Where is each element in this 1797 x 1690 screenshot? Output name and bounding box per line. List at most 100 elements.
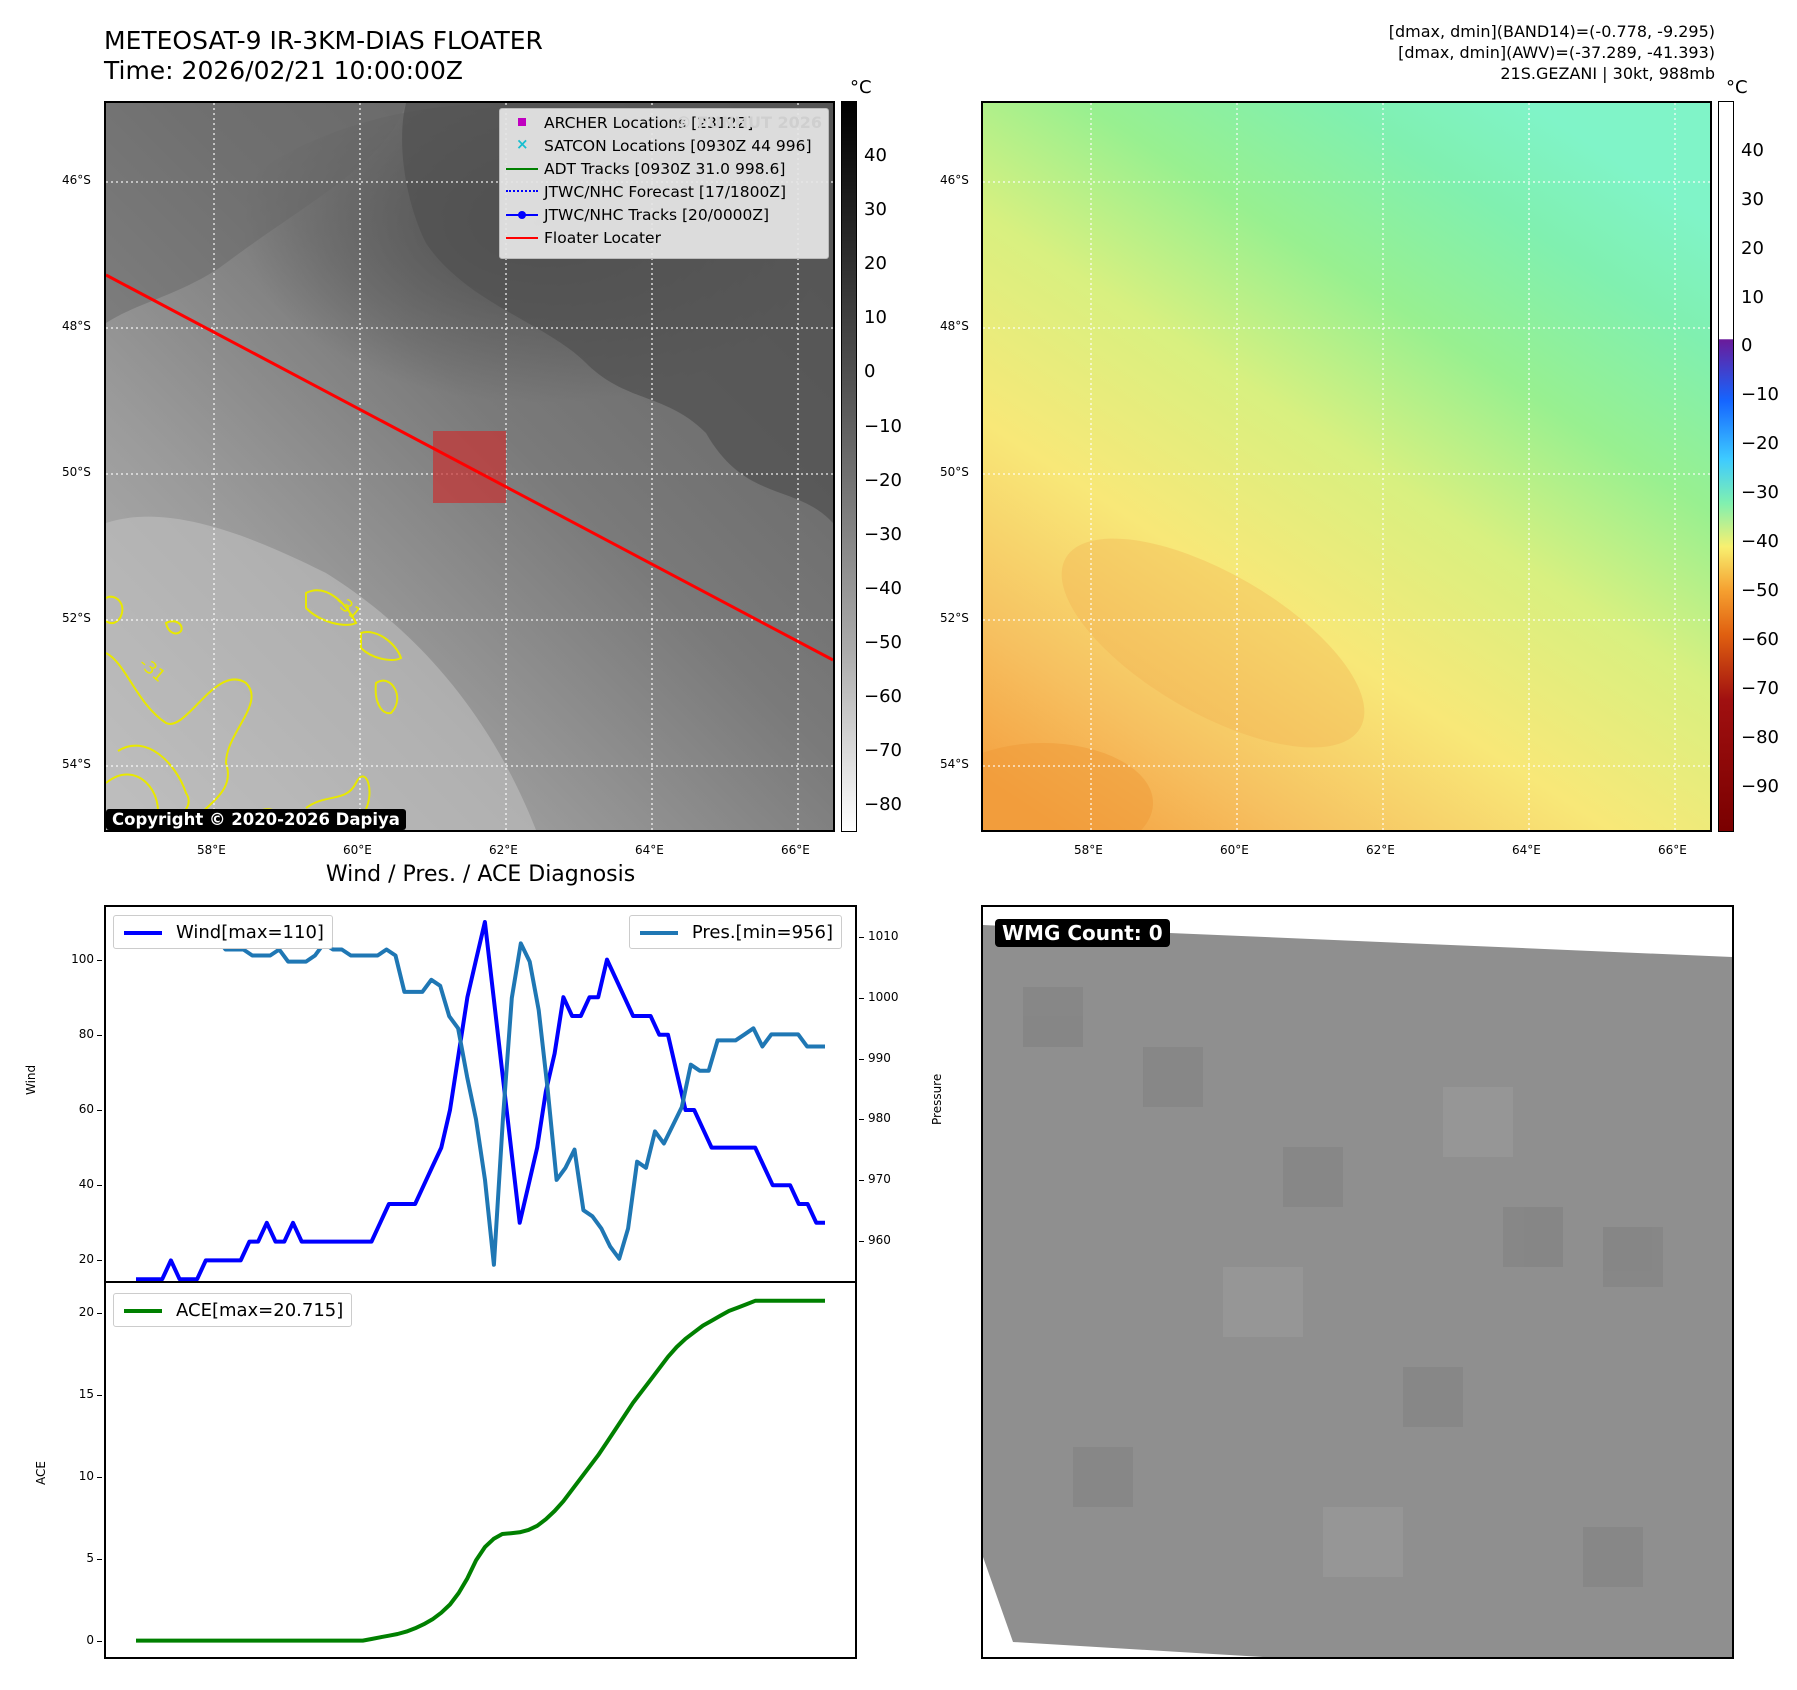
ace-tick-mark: [97, 1558, 102, 1560]
lat-label: 54°S: [940, 757, 969, 771]
legend-item-adt: ADT Tracks [0930Z 31.0 998.6]: [500, 157, 828, 180]
lat-label: 52°S: [940, 611, 969, 625]
colorbar-tick: 30: [864, 199, 887, 220]
colorbar-tick: −80: [864, 794, 902, 815]
pressure-tick: 990: [868, 1050, 891, 1065]
wind-series-line: [136, 920, 825, 1282]
awv-map-panel: [981, 101, 1712, 832]
ace-tick: 0: [86, 1632, 94, 1647]
lon-label: 62°E: [489, 843, 518, 857]
pressure-tick-mark: [859, 1119, 864, 1121]
ace-tick: 15: [78, 1386, 94, 1401]
wind-legend: Wind[max=110]: [113, 915, 333, 949]
pressure-line-icon: [639, 931, 678, 935]
lat-label: 46°S: [62, 173, 91, 187]
legend-item-satcon: × SATCON Locations [0930Z 44 996]: [500, 134, 828, 157]
chart-title: METEOSAT-9 IR-3KM-DIAS FLOATER: [104, 26, 543, 55]
awv-colorbar: [1718, 101, 1734, 832]
colorbar-tick: −20: [1741, 433, 1779, 454]
lon-label: 58°E: [1074, 843, 1103, 857]
line-with-dot-icon: [500, 203, 544, 226]
colorbar-tick: −10: [864, 416, 902, 437]
legend-item-floater: Floater Locater: [500, 226, 828, 249]
wind-tick: 60: [78, 1102, 94, 1117]
colorbar-tick: −30: [1741, 482, 1779, 503]
lat-label: 46°S: [940, 173, 969, 187]
wind-tick: 40: [78, 1177, 94, 1192]
lat-label: 54°S: [62, 757, 91, 771]
wind-tick-mark: [97, 1260, 102, 1262]
ace-tick: 20: [78, 1304, 94, 1319]
lon-label: 60°E: [1220, 843, 1249, 857]
colorbar-tick: 20: [864, 253, 887, 274]
lat-label: 50°S: [62, 465, 91, 479]
wind-pressure-plot: [136, 920, 825, 1282]
legend-item-archer: ARCHER Locations [2312Z]: [500, 111, 828, 134]
lat-label: 52°S: [62, 611, 91, 625]
colorbar-tick: −30: [864, 524, 902, 545]
wind-tick-mark: [97, 1110, 102, 1112]
wind-pressure-panel: Wind[max=110] Pres.[min=956]: [104, 905, 857, 1283]
wind-axis-label: Wind: [24, 1064, 38, 1095]
colorbar-tick: 10: [864, 307, 887, 328]
colorbar-unit: °C: [1726, 77, 1748, 98]
awv-map-image: [983, 103, 1710, 830]
floater-locater-line: [106, 273, 833, 662]
colorbar-unit: °C: [850, 77, 872, 98]
colorbar-tick: 40: [864, 145, 887, 166]
ir-map-panel: -31 -31 © FUNHUT 2026 ARCHER Locations […: [104, 101, 835, 832]
wmg-image: [983, 925, 1732, 1657]
ace-tick-mark: [97, 1312, 102, 1314]
wind-tick: 80: [78, 1026, 94, 1041]
ace-legend: ACE[max=20.715]: [113, 1293, 353, 1327]
lon-label: 64°E: [635, 843, 664, 857]
pressure-series-line: [136, 929, 825, 1267]
lon-label: 64°E: [1512, 843, 1541, 857]
ace-tick-mark: [97, 1394, 102, 1396]
pressure-tick: 1010: [868, 929, 899, 944]
colorbar-tick: −80: [1741, 727, 1779, 748]
colorbar-tick: 40: [1741, 140, 1764, 161]
pressure-axis-label: Pressure: [930, 1073, 944, 1125]
ir-colorbar: [841, 101, 857, 832]
diagnosis-title: Wind / Pres. / ACE Diagnosis: [325, 862, 636, 887]
chart-time: Time: 2026/02/21 10:00:00Z: [104, 56, 463, 85]
wind-tick-mark: [97, 1034, 102, 1036]
wmg-panel: WMG Count: 0: [981, 905, 1734, 1659]
colorbar-tick: −60: [1741, 629, 1779, 650]
pressure-tick: 1000: [868, 989, 899, 1004]
pressure-tick-mark: [859, 997, 864, 999]
colorbar-tick: −20: [864, 470, 902, 491]
pressure-tick-mark: [859, 1240, 864, 1242]
solid-line-icon: [500, 157, 544, 180]
colorbar-tick: −70: [864, 740, 902, 761]
info-storm: 21S.GEZANI | 30kt, 988mb: [1500, 64, 1715, 83]
ace-axis-label: ACE: [34, 1461, 48, 1485]
solid-line-icon: [500, 226, 544, 249]
legend-item-jtwc-tracks: JTWC/NHC Tracks [20/0000Z]: [500, 203, 828, 226]
wind-tick-mark: [97, 959, 102, 961]
pressure-tick: 960: [868, 1232, 891, 1247]
ace-panel: ACE[max=20.715]: [104, 1281, 857, 1659]
wind-tick-mark: [97, 1185, 102, 1187]
ace-tick: 5: [86, 1550, 94, 1565]
lat-label: 48°S: [62, 319, 91, 333]
ace-tick-mark: [97, 1640, 102, 1642]
pressure-tick: 980: [868, 1111, 891, 1126]
colorbar-tick: 0: [1741, 335, 1753, 356]
colorbar-tick: −40: [1741, 531, 1779, 552]
dotted-line-icon: [500, 180, 544, 203]
pressure-tick-mark: [859, 937, 864, 939]
ace-plot: [136, 1298, 825, 1643]
pressure-legend: Pres.[min=956]: [628, 915, 842, 949]
ace-series-line: [136, 1298, 825, 1643]
colorbar-tick: −60: [864, 686, 902, 707]
legend-item-jtwc-forecast: JTWC/NHC Forecast [17/1800Z]: [500, 180, 828, 203]
lon-label: 58°E: [197, 843, 226, 857]
colorbar-tick: 30: [1741, 189, 1764, 210]
ace-line-icon: [124, 1309, 162, 1313]
ace-tick: 10: [78, 1468, 94, 1483]
colorbar-tick: 0: [864, 361, 876, 382]
wind-tick: 20: [78, 1252, 94, 1267]
lon-label: 62°E: [1366, 843, 1395, 857]
